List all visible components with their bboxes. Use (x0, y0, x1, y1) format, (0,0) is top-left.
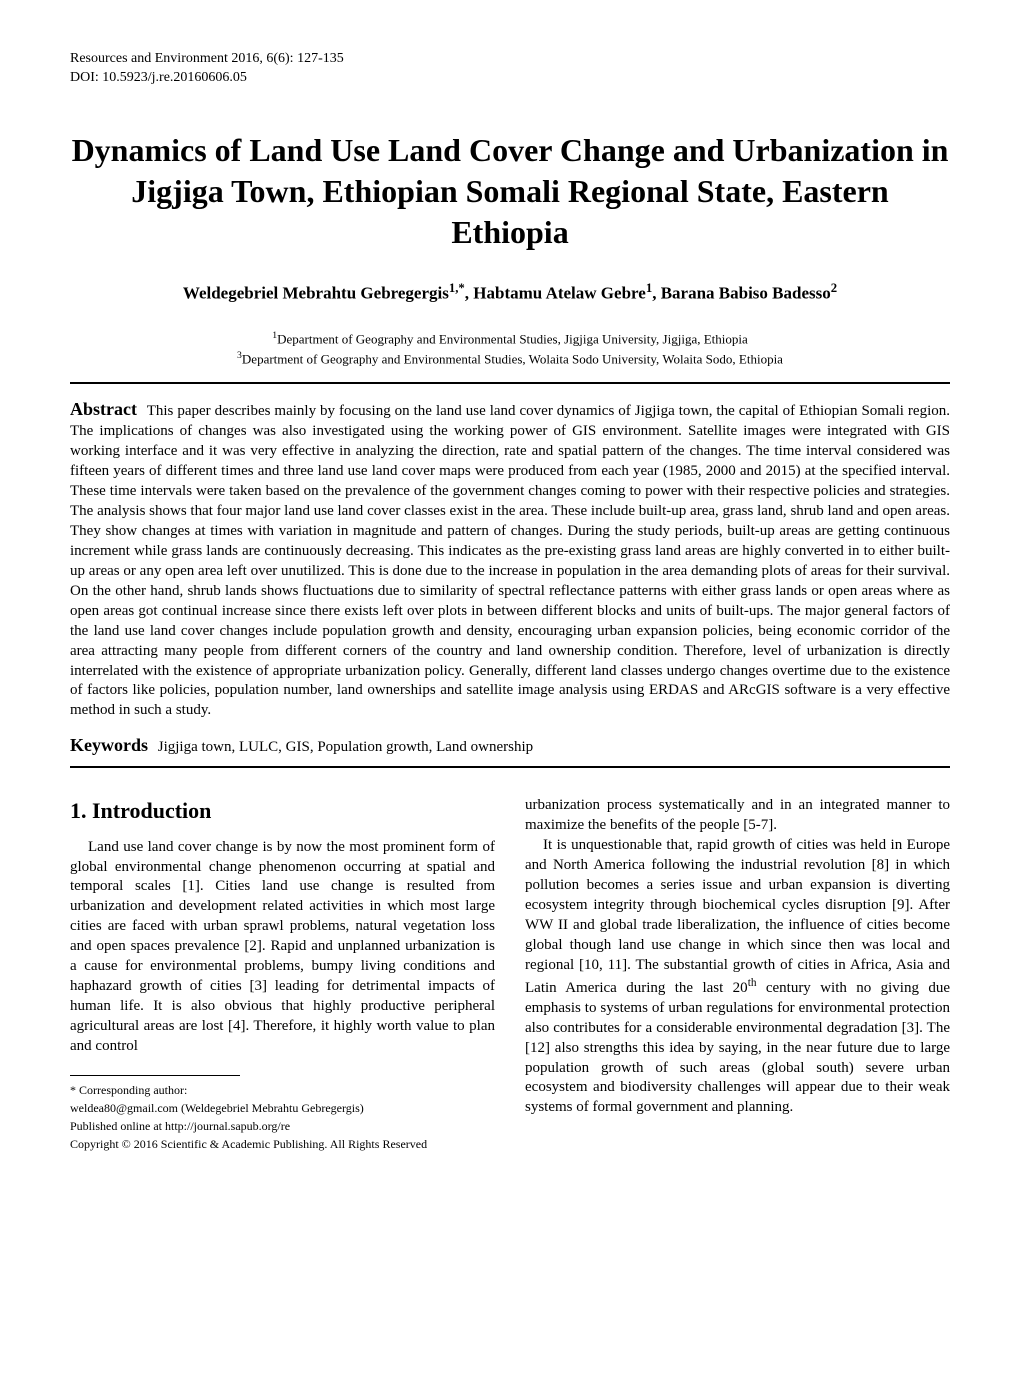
journal-header: Resources and Environment 2016, 6(6): 12… (70, 50, 950, 88)
affiliation-2: 3Department of Geography and Environment… (70, 349, 950, 369)
affiliation-1: 1Department of Geography and Environment… (70, 329, 950, 349)
footnote-email: weldea80@gmail.com (Weldegebriel Mebraht… (70, 1100, 495, 1116)
keywords-text: Jigjiga town, LULC, GIS, Population grow… (158, 739, 533, 755)
column-right: urbanization process systematically and … (525, 796, 950, 1154)
journal-line: Resources and Environment 2016, 6(6): 12… (70, 50, 950, 69)
section-1-heading: 1. Introduction (70, 796, 495, 825)
footnote-separator (70, 1075, 240, 1076)
rule-bottom (70, 766, 950, 768)
keywords-block: Keywords Jigjiga town, LULC, GIS, Popula… (70, 735, 950, 756)
doi-line: DOI: 10.5923/j.re.20160606.05 (70, 69, 950, 88)
abstract-text: This paper describes mainly by focusing … (70, 403, 950, 718)
body-columns: 1. Introduction Land use land cover chan… (70, 796, 950, 1154)
abstract-block: Abstract This paper describes mainly by … (70, 398, 950, 721)
intro-para-1-right: urbanization process systematically and … (525, 796, 950, 836)
intro-para-1-left: Land use land cover change is by now the… (70, 838, 495, 1057)
intro-para-2-right: It is unquestionable that, rapid growth … (525, 836, 950, 1118)
rule-top (70, 382, 950, 384)
footnotes-block: * Corresponding author: weldea80@gmail.c… (70, 1082, 495, 1153)
paper-title: Dynamics of Land Use Land Cover Change a… (70, 130, 950, 253)
footnote-copyright: Copyright © 2016 Scientific & Academic P… (70, 1136, 495, 1152)
footnote-corresponding: * Corresponding author: (70, 1082, 495, 1098)
affiliations-block: 1Department of Geography and Environment… (70, 329, 950, 368)
keywords-label: Keywords (70, 735, 148, 755)
footnote-published: Published online at http://journal.sapub… (70, 1118, 495, 1134)
authors-line: Weldegebriel Mebrahtu Gebregergis1,*, Ha… (70, 281, 950, 304)
column-left: 1. Introduction Land use land cover chan… (70, 796, 495, 1154)
abstract-label: Abstract (70, 399, 137, 419)
